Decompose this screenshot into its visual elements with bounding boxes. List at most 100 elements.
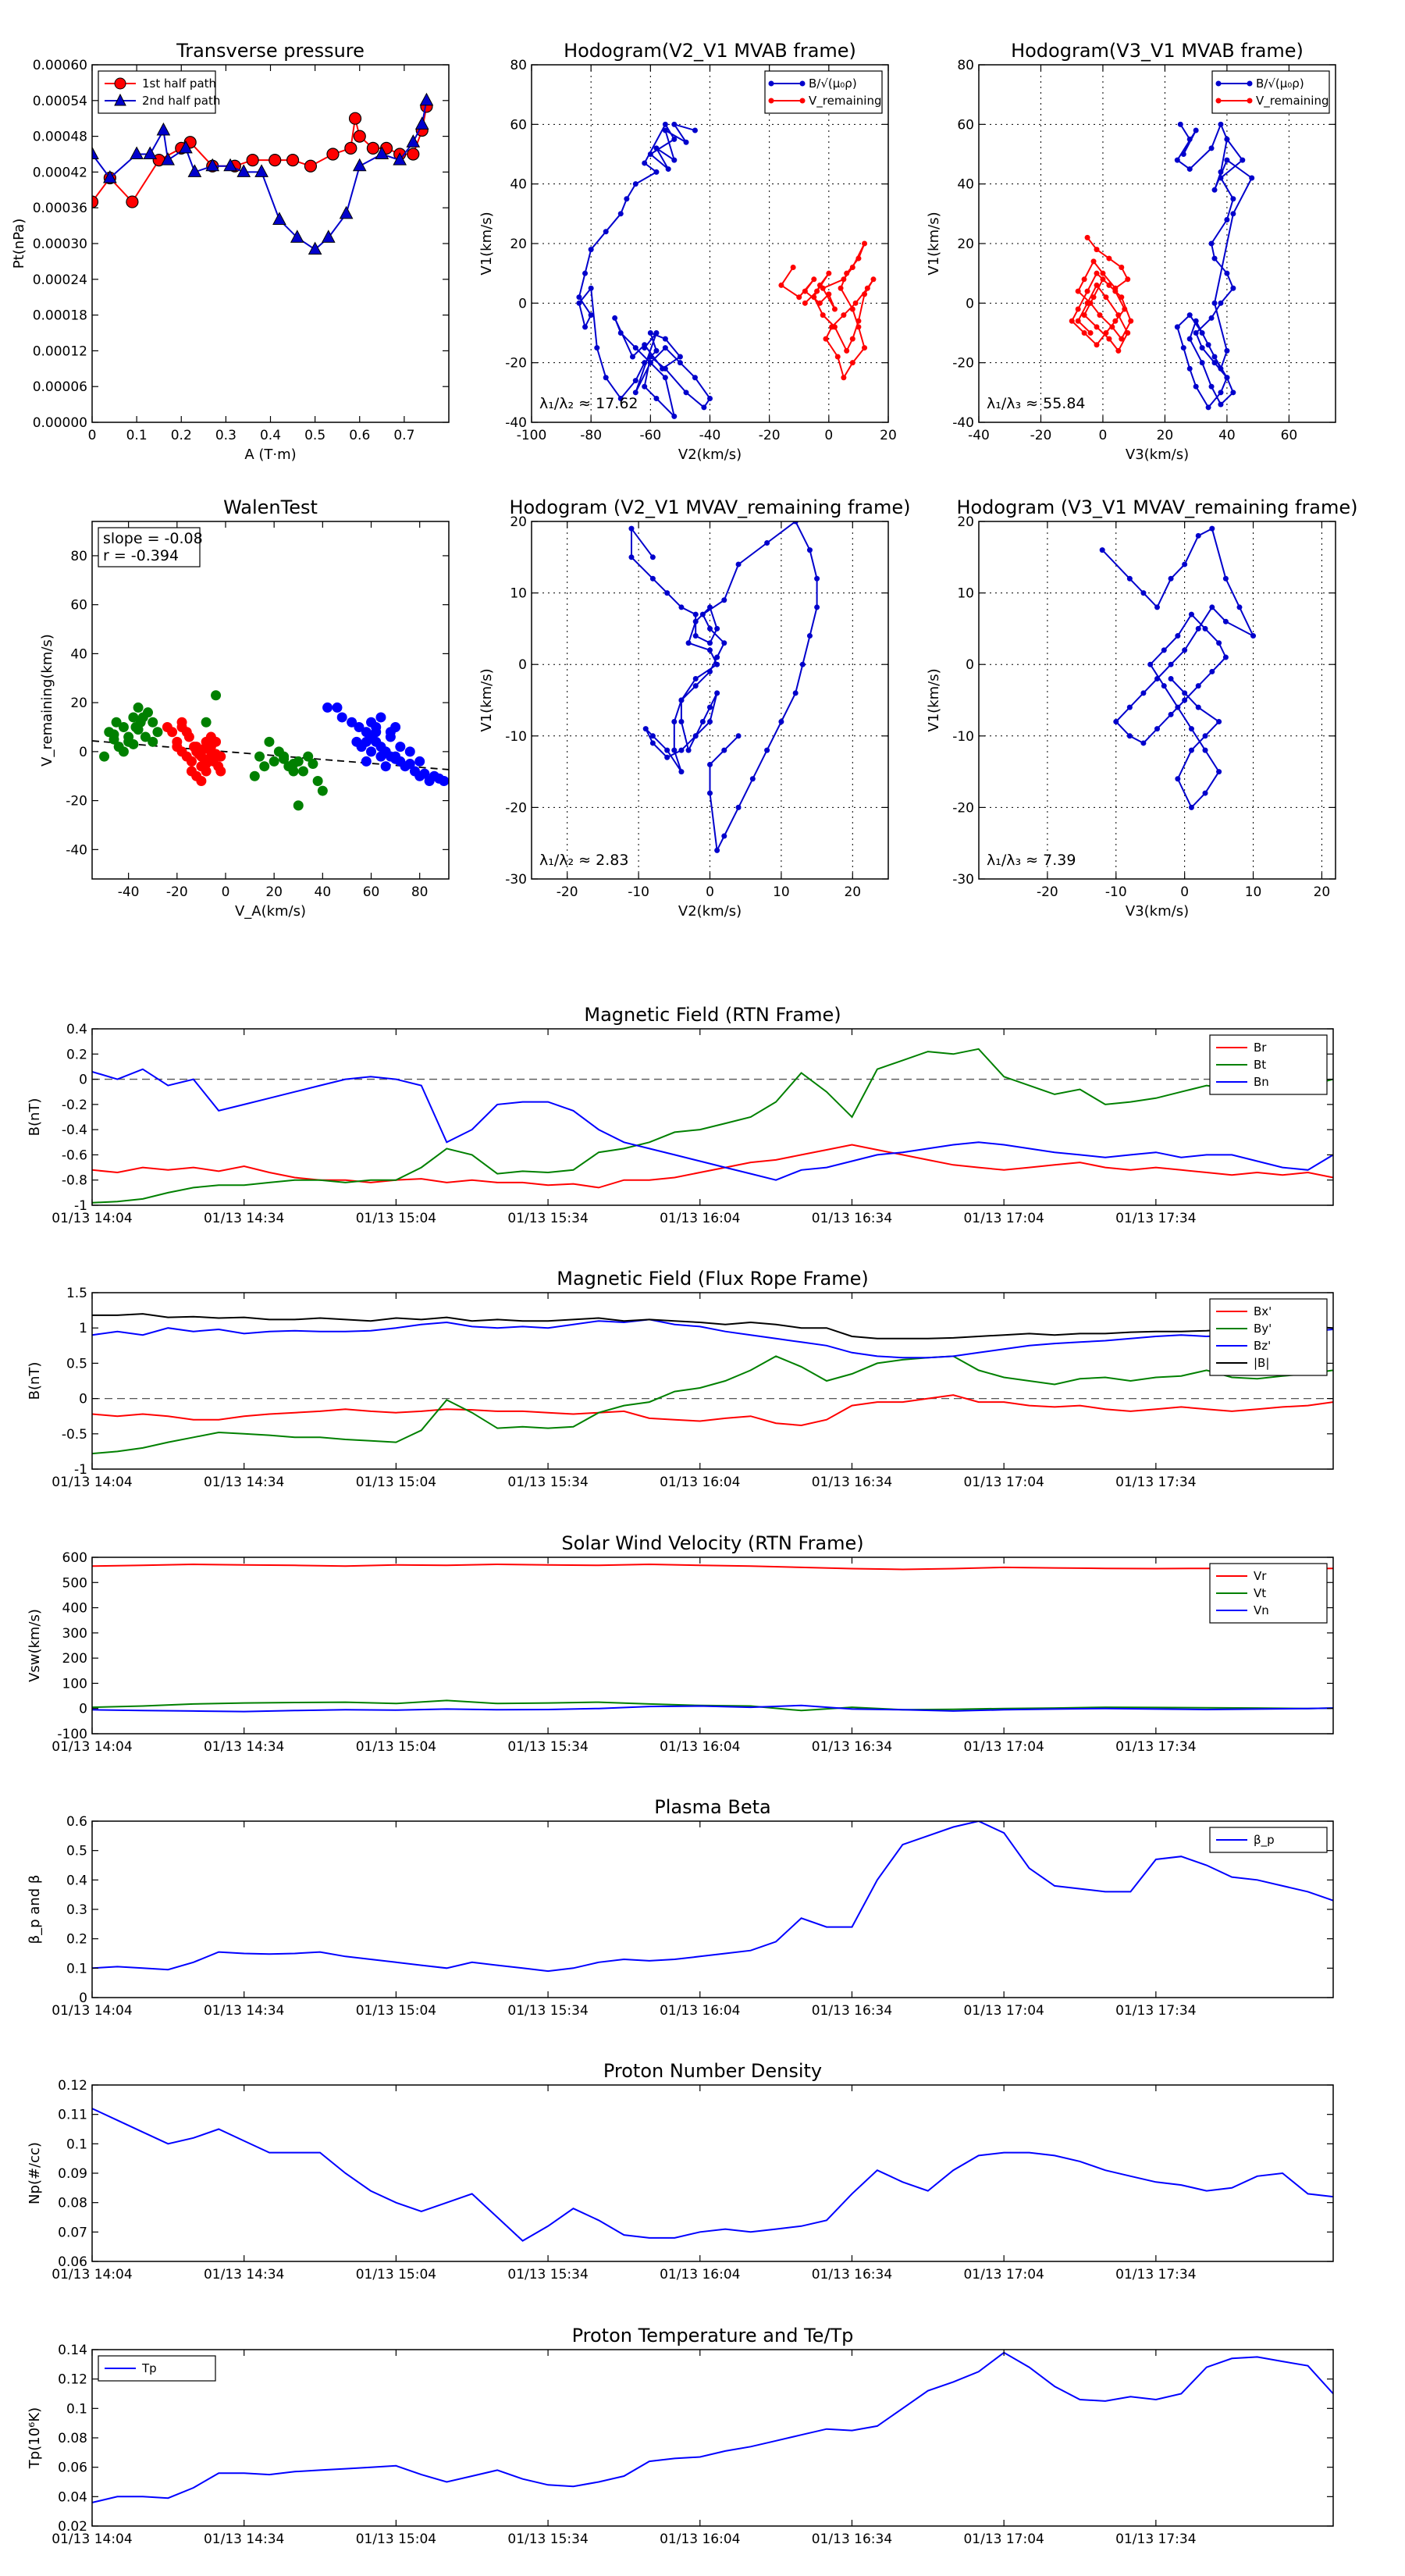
data-point <box>332 702 343 713</box>
y-tick-label: 0.06 <box>58 2254 87 2270</box>
y-tick-label: 500 <box>62 1575 87 1591</box>
series-vr <box>92 1563 1333 1571</box>
legend-label: 2nd half path <box>142 94 220 108</box>
x-tick-label: 01/13 17:04 <box>963 1211 1044 1226</box>
data-point <box>1084 234 1090 240</box>
data-point <box>1094 282 1100 288</box>
data-point <box>849 265 855 271</box>
data-point <box>1240 157 1246 163</box>
data-point <box>1209 604 1215 610</box>
x-tick-label: 0.6 <box>349 428 370 443</box>
series-bz- <box>92 1318 1333 1359</box>
data-point <box>1075 318 1081 324</box>
y-tick-label: 60 <box>957 117 974 133</box>
x-tick-label: 01/13 17:34 <box>1115 2003 1196 2019</box>
data-point <box>1075 306 1081 312</box>
legend-label: Vn <box>1254 1603 1269 1617</box>
x-tick-label: 01/13 17:04 <box>963 2267 1044 2282</box>
chart-hodo31r: Hodogram (V3_V1 MVAV_remaining frame) -20… <box>926 496 1358 920</box>
x-tick-label: 01/13 14:34 <box>204 1739 284 1755</box>
data-point <box>1113 718 1119 724</box>
data-point <box>653 347 660 354</box>
x-tick-label: 0.5 <box>304 428 325 443</box>
series-line <box>631 521 818 853</box>
data-point <box>831 306 838 312</box>
series-0 <box>99 690 328 811</box>
legend: Bx' By' Bz' |B| <box>1209 1298 1328 1376</box>
data-point <box>1218 365 1224 372</box>
data-point <box>617 395 624 401</box>
x-tick-label: 01/13 16:04 <box>660 1475 740 1490</box>
chart-vsw: Solar Wind Velocity (RTN Frame) 01/13 14:… <box>27 1532 1334 1755</box>
data-point <box>419 768 430 779</box>
data-point <box>671 121 678 127</box>
series-b- <box>576 121 713 419</box>
chart-hodo21r: Hodogram (V2_V1 MVAV_remaining frame) -20… <box>478 496 911 920</box>
series-line <box>1101 527 1255 809</box>
data-point <box>1186 136 1193 142</box>
data-point <box>814 575 820 582</box>
data-point <box>834 354 841 360</box>
data-point <box>1180 151 1186 157</box>
data-point <box>1177 121 1183 127</box>
data-point <box>395 742 406 753</box>
series-tp <box>92 2351 1333 2503</box>
data-point <box>1230 285 1236 291</box>
x-tick-label: -80 <box>580 428 602 443</box>
data-point <box>816 282 823 288</box>
chart-title: Hodogram(V3_V1 MVAB frame) <box>1011 40 1304 62</box>
data-point <box>692 611 699 617</box>
x-tick-label: 20 <box>844 884 861 900</box>
data-point <box>692 618 699 624</box>
data-point <box>152 727 163 738</box>
data-point <box>671 136 678 142</box>
data-point <box>707 604 713 610</box>
data-point <box>838 285 844 291</box>
data-point <box>290 229 304 243</box>
data-point <box>361 756 372 767</box>
y-axis-label: Pt(nPa) <box>11 219 27 269</box>
data-point <box>1175 776 1181 782</box>
series-line <box>92 1563 1333 1571</box>
data-point <box>1208 383 1215 390</box>
data-point <box>1202 733 1208 739</box>
data-point <box>814 288 820 294</box>
x-tick-label: 20 <box>880 428 897 443</box>
data-point <box>404 759 415 770</box>
y-axis-label: Tp(10⁶K) <box>27 2407 43 2469</box>
data-point <box>1199 330 1205 336</box>
x-tick-label: 01/13 17:34 <box>1115 1475 1196 1490</box>
data-point <box>721 597 727 603</box>
chart-walen: WalenTest -40 -20 0 20 40 60 80 -40 -20 0 20 40 60 80 V… <box>39 496 450 920</box>
data-point <box>1140 690 1147 696</box>
data-point <box>642 345 648 351</box>
y-axis-label: B(nT) <box>27 1362 43 1400</box>
data-point <box>603 375 609 381</box>
data-point <box>111 717 122 728</box>
legend-label: By' <box>1254 1322 1272 1336</box>
data-point <box>1199 360 1205 366</box>
y-tick-label: 20 <box>510 237 527 252</box>
y-tick-label: 0.12 <box>58 2078 87 2094</box>
data-point <box>1224 216 1230 222</box>
y-tick-label: 0.1 <box>66 1961 87 1976</box>
y-axis-label: V_remaining(km/s) <box>39 634 55 767</box>
series-line <box>92 106 428 204</box>
data-point <box>140 731 151 742</box>
data-point <box>205 742 216 753</box>
data-point <box>279 753 290 764</box>
legend: Vr Vt Vn <box>1209 1563 1328 1624</box>
x-tick-label: 01/13 17:34 <box>1115 1739 1196 1755</box>
data-point <box>735 733 742 739</box>
y-tick-label: 200 <box>62 1651 87 1667</box>
data-point <box>1188 611 1194 617</box>
x-tick-label: 10 <box>1245 884 1262 900</box>
data-point <box>624 196 630 202</box>
y-tick-label: 0 <box>966 296 974 311</box>
data-point <box>647 360 653 366</box>
data-point <box>862 291 868 297</box>
plot-frame <box>91 2349 1334 2527</box>
data-point <box>677 354 683 360</box>
legend: 1st half path 2nd half path <box>98 70 220 114</box>
